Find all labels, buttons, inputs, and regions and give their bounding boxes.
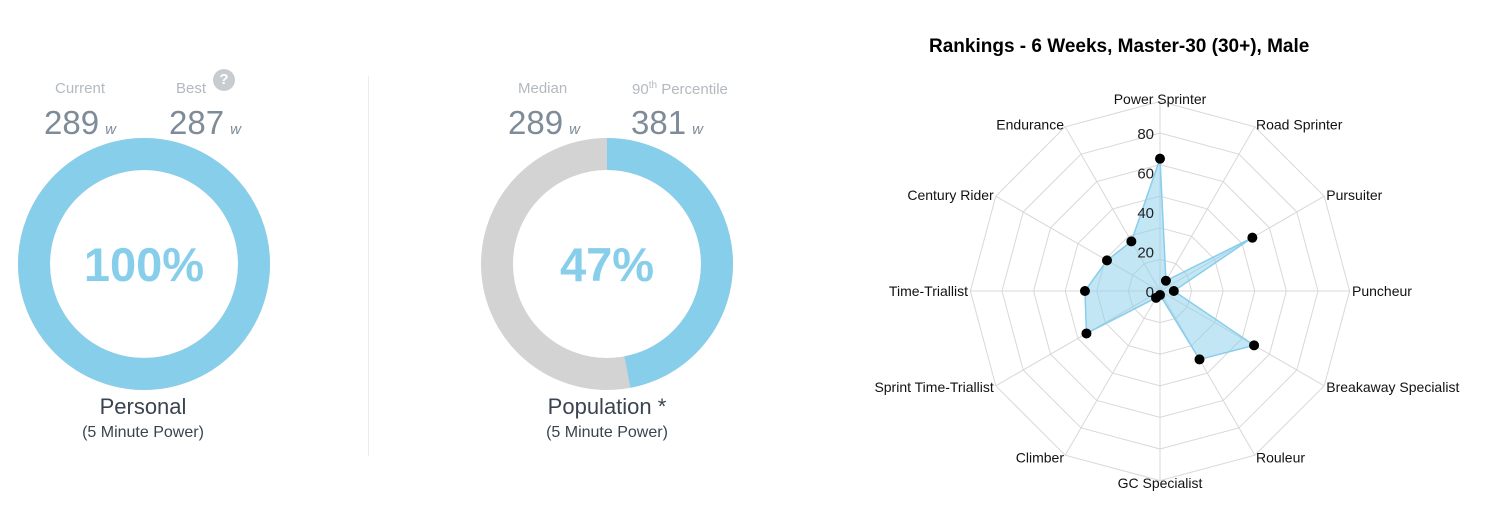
personal-subtitle: (5 Minute Power) [82, 424, 204, 441]
radar-point-11 [1101, 255, 1112, 266]
radar-category-label: Pursuiter [1326, 187, 1382, 203]
population-donut: 47% [481, 138, 733, 390]
radar-tick-label: 60 [1137, 166, 1154, 183]
current-value: 289 w [44, 106, 116, 139]
question-circle-icon[interactable]: ? [213, 69, 235, 91]
p90-value: 381 w [631, 106, 703, 139]
radar-category-label: Endurance [996, 117, 1064, 133]
best-value: 287 w [169, 106, 241, 139]
radar-point-8 [1151, 292, 1162, 303]
radar-category-label: Puncheur [1352, 283, 1412, 299]
section-divider [368, 76, 369, 456]
best-value-number: 287 [169, 104, 225, 141]
personal-donut-progress [18, 138, 270, 390]
radar-point-3 [1247, 232, 1258, 243]
median-value: 289 w [508, 106, 580, 139]
radar-category-label: Sprint Time-Triallist [874, 379, 993, 395]
p90-label-text: Percentile [657, 81, 728, 98]
radar-point-1 [1155, 153, 1165, 164]
current-label: Current [55, 80, 106, 97]
radar-category-label: Rouleur [1256, 449, 1305, 465]
current-value-number: 289 [44, 104, 100, 141]
population-percent: 47% [560, 238, 654, 291]
radar-point-6 [1194, 354, 1205, 365]
radar-category-label: Road Sprinter [1256, 117, 1343, 133]
radar-chart-title: Rankings - 6 Weeks, Master-30 (30+), Mal… [929, 36, 1310, 57]
radar-point-9 [1081, 328, 1092, 339]
best-label: Best [176, 80, 207, 97]
median-value-number: 289 [508, 104, 564, 141]
radar-category-label: GC Specialist [1118, 475, 1203, 491]
radar-point-2 [1160, 275, 1171, 286]
p90-label: 90th Percentile [632, 80, 728, 98]
radar-point-10 [1079, 286, 1090, 296]
radar-chart: 0 20 40 60 80 Power Sprinter Road Sprinter Purs… [874, 91, 1459, 491]
radar-spoke-2 [1159, 126, 1256, 292]
population-donut-progress [481, 138, 733, 390]
population-title: Population * [547, 394, 667, 419]
radar-category-label: Power Sprinter [1114, 91, 1207, 107]
median-value-unit: w [569, 121, 580, 138]
radar-point-4 [1168, 286, 1179, 296]
population-subtitle: (5 Minute Power) [546, 424, 668, 441]
radar-category-label: Century Rider [907, 187, 994, 203]
p90-value-unit: w [692, 121, 703, 138]
p90-label-number: 90 [632, 81, 649, 98]
radar-tick-label: 80 [1137, 126, 1154, 143]
best-value-unit: w [230, 121, 241, 138]
radar-spoke-8 [1064, 290, 1161, 456]
personal-percent: 100% [84, 238, 204, 291]
p90-value-number: 381 [631, 104, 687, 141]
radar-tick-label: 0 [1146, 284, 1154, 301]
radar-tick-label: 20 [1137, 245, 1154, 262]
p90-label-suffix: th [648, 80, 658, 91]
radar-tick-label: 40 [1137, 205, 1154, 222]
personal-donut: 100% [18, 138, 270, 390]
radar-category-label: Climber [1016, 449, 1065, 465]
radar-category-label: Time-Triallist [889, 283, 968, 299]
radar-category-label: Breakaway Specialist [1326, 379, 1459, 395]
radar-point-12 [1126, 236, 1137, 247]
median-label: Median [518, 80, 568, 97]
personal-title: Personal [99, 394, 187, 419]
current-value-unit: w [105, 121, 116, 138]
radar-point-5 [1249, 340, 1260, 351]
